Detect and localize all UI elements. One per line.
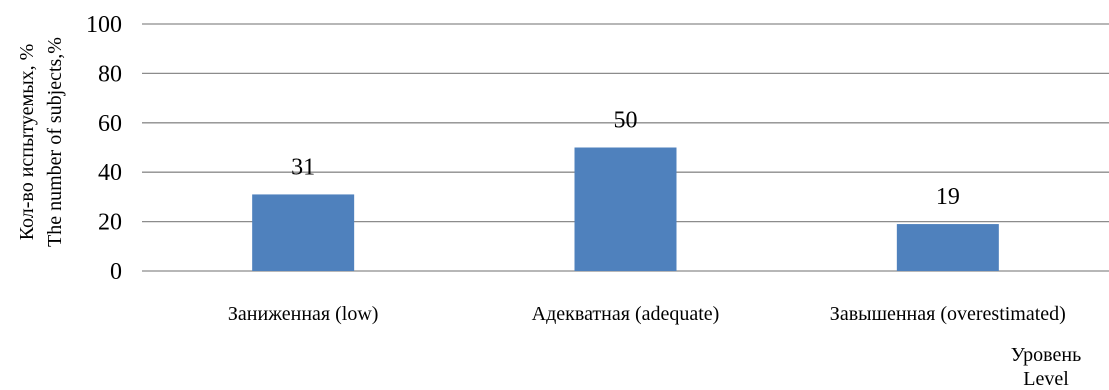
y-axis-title: Кол-во испытуемых, % The number of subje… [16,37,66,247]
bars [252,147,999,271]
data-label: 19 [936,184,960,210]
x-axis-title: Уровень Level [1011,344,1081,390]
y-tick-label: 60 [98,111,122,137]
y-tick-label: 100 [86,12,122,38]
y-tick-label: 80 [98,61,122,87]
y-tick-label: 40 [98,160,122,186]
x-axis-title-line-2: Level [1023,368,1069,390]
x-axis-category-labels: Заниженная (low) Адекватная (adequate) Зав… [228,303,1066,325]
bar [574,147,677,271]
y-tick-label: 20 [98,210,122,236]
bar [252,194,355,271]
data-labels: 31 50 19 [291,108,960,211]
bar [896,224,999,271]
x-tick-label: Заниженная (low) [228,303,379,325]
y-axis-title-line-2: The number of subjects,% [44,37,66,247]
y-tick-label: 0 [110,259,122,285]
data-label: 50 [614,108,638,134]
y-axis-tick-labels: 0 20 40 60 80 100 [86,12,122,285]
data-label: 31 [291,154,315,180]
x-tick-label: Завышенная (overestimated) [830,303,1066,325]
y-axis-title-line-1: Кол-во испытуемых, % [16,44,38,241]
x-axis-title-line-1: Уровень [1011,344,1081,366]
x-tick-label: Адекватная (adequate) [532,303,720,325]
